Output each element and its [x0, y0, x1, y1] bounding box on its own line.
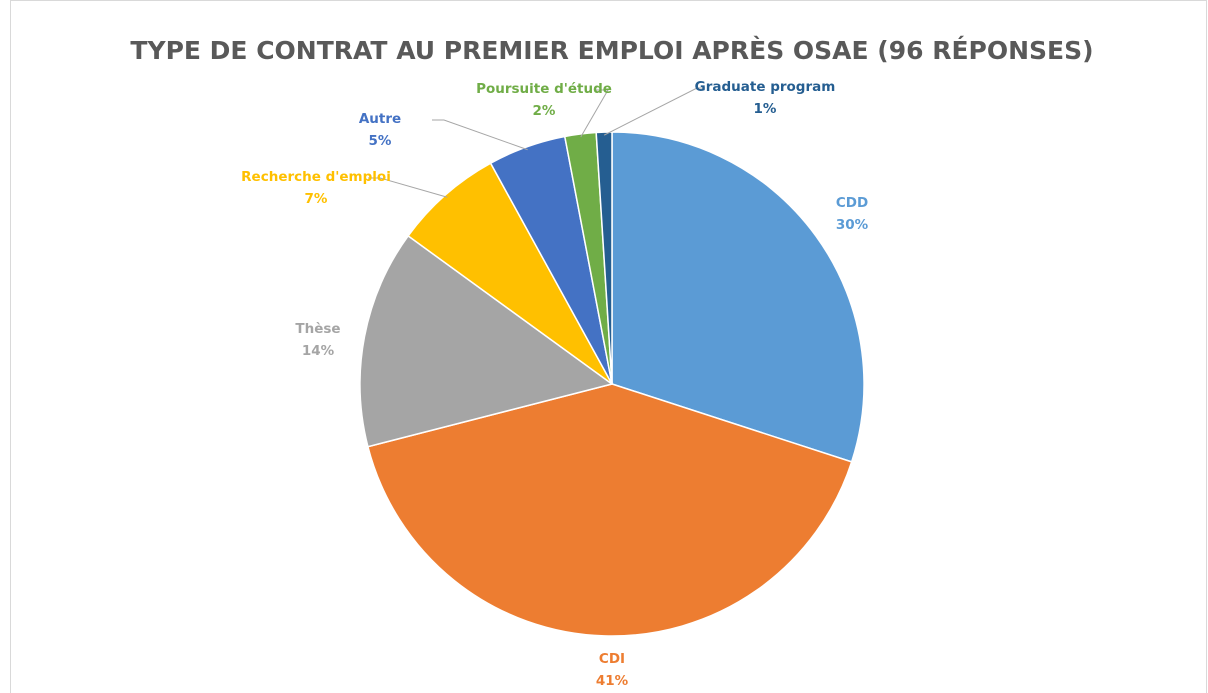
data-label-value: 1% [754, 101, 777, 117]
pie-slice [595, 131, 613, 385]
data-label-value: 14% [302, 343, 335, 359]
leader-line [580, 89, 609, 138]
data-label-name: CDI [599, 651, 625, 667]
data-label-name: Graduate program [695, 79, 836, 95]
data-label-value: 5% [369, 133, 392, 149]
leader-line [432, 119, 528, 151]
data-label-name: Recherche d'emploi [241, 169, 391, 185]
data-label-name: Thèse [295, 321, 340, 337]
data-label-value: 41% [596, 673, 629, 689]
data-label-name: Poursuite d'étude [476, 81, 612, 97]
pie-slice [367, 383, 853, 637]
leader-line [603, 87, 705, 136]
chart-title: TYPE DE CONTRAT AU PREMIER EMPLOI APRÈS … [130, 36, 1093, 65]
pie-slice [407, 162, 613, 385]
data-label-name: CDD [836, 195, 868, 211]
pie-slice [359, 234, 614, 448]
pie-slice [611, 131, 865, 463]
data-label-name: Autre [359, 111, 401, 127]
data-label-value: 2% [533, 103, 556, 119]
leader-line [368, 177, 448, 198]
data-label-value: 7% [305, 191, 328, 207]
data-label-value: 30% [836, 217, 869, 233]
